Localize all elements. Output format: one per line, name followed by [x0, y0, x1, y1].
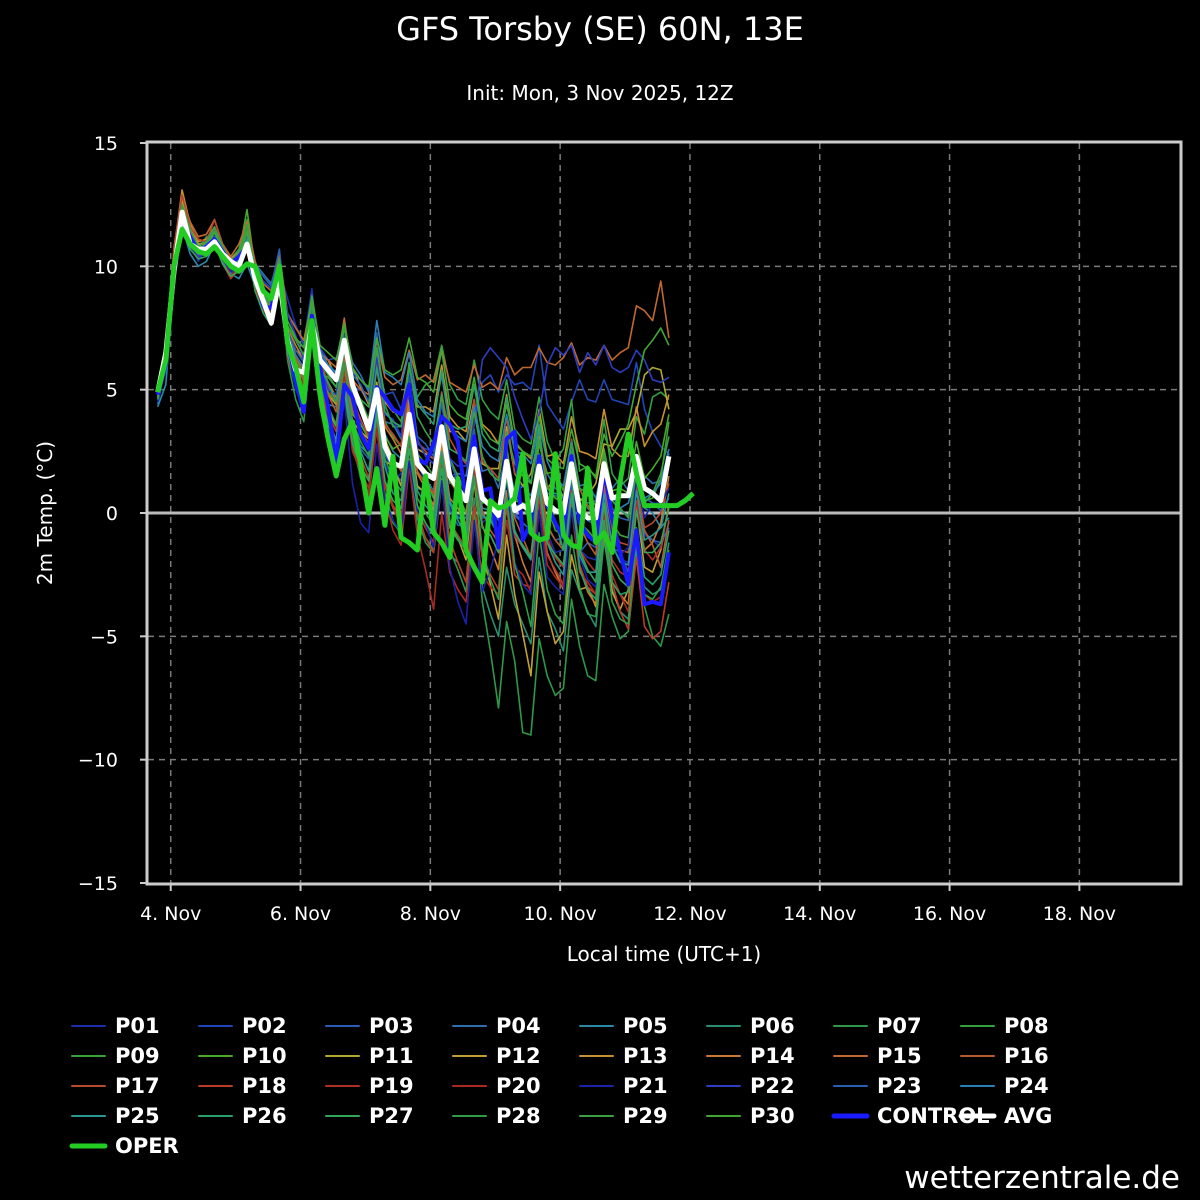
- grid-lines: [148, 143, 1180, 883]
- legend-label: P26: [242, 1104, 287, 1128]
- legend-label: P24: [1004, 1074, 1049, 1098]
- legend-label: P08: [1004, 1014, 1049, 1038]
- legend-item-p17: P17: [71, 1074, 160, 1098]
- watermark: wetterzentrale.de: [904, 1160, 1180, 1196]
- legend-label: P05: [623, 1014, 668, 1038]
- legend-item-p13: P13: [579, 1044, 668, 1068]
- legend-item-oper: OPER: [69, 1134, 179, 1158]
- y-tick-label: 10: [94, 256, 118, 278]
- legend-label: P10: [242, 1044, 287, 1068]
- x-tick-label: 16. Nov: [913, 903, 986, 925]
- legend-item-p21: P21: [579, 1074, 668, 1098]
- x-tick-label: 8. Nov: [400, 903, 461, 925]
- legend-item-p11: P11: [325, 1044, 414, 1068]
- legend-item-p14: P14: [706, 1044, 795, 1068]
- x-tick-label: 10. Nov: [523, 903, 596, 925]
- series-line-oper: [155, 226, 695, 585]
- chart-title: GFS Torsby (SE) 60N, 13E: [396, 10, 804, 48]
- legend-label: P22: [750, 1074, 795, 1098]
- legend-item-p28: P28: [452, 1104, 541, 1128]
- series-line-p30: [156, 208, 670, 477]
- legend-item-p10: P10: [198, 1044, 287, 1068]
- x-tick-label: 4. Nov: [140, 903, 201, 925]
- legend-label: OPER: [115, 1134, 179, 1158]
- y-tick-label: 15: [94, 133, 118, 155]
- y-tick-label: −15: [78, 873, 118, 895]
- legend-item-p05: P05: [579, 1014, 668, 1038]
- legend-label: AVG: [1004, 1104, 1052, 1128]
- series-line-p28: [156, 211, 670, 628]
- y-axis-label: 2m Temp. (°C): [33, 441, 57, 585]
- legend-item-p19: P19: [325, 1074, 414, 1098]
- legend-label: P29: [623, 1104, 668, 1128]
- legend-item-p15: P15: [833, 1044, 922, 1068]
- x-axis-ticks: 4. Nov 6. Nov 8. Nov 10. Nov 12. Nov 14. Nov 1…: [140, 883, 1116, 925]
- legend-label: P25: [115, 1104, 160, 1128]
- legend-item-p24: P24: [960, 1074, 1049, 1098]
- legend-item-p18: P18: [198, 1074, 287, 1098]
- legend-label: P09: [115, 1044, 160, 1068]
- x-tick-label: 18. Nov: [1043, 903, 1116, 925]
- legend-label: P06: [750, 1014, 795, 1038]
- legend-label: P04: [496, 1014, 541, 1038]
- legend-item-p16: P16: [960, 1044, 1049, 1068]
- legend-item-avg: AVG: [958, 1104, 1052, 1128]
- legend-item-p08: P08: [960, 1014, 1049, 1038]
- legend-item-p22: P22: [706, 1074, 795, 1098]
- x-tick-label: 14. Nov: [783, 903, 856, 925]
- legend-item-p29: P29: [579, 1104, 668, 1128]
- y-tick-label: −5: [90, 626, 118, 648]
- legend: P01 P02 P03 P04 P05 P06 P07 P08 P09 P10 P11 P12 P13 P…: [69, 1014, 1052, 1158]
- legend-label: P03: [369, 1014, 414, 1038]
- series-lines: [155, 189, 695, 736]
- legend-item-p09: P09: [71, 1044, 160, 1068]
- legend-item-p27: P27: [325, 1104, 414, 1128]
- x-tick-label: 12. Nov: [653, 903, 726, 925]
- legend-item-p01: P01: [71, 1014, 160, 1038]
- y-axis-ticks: 15 10 5 0 −5 −10 −15: [78, 133, 148, 895]
- chart-subtitle: Init: Mon, 3 Nov 2025, 12Z: [466, 81, 733, 105]
- legend-label: P28: [496, 1104, 541, 1128]
- legend-item-p07: P07: [833, 1014, 922, 1038]
- legend-label: P17: [115, 1074, 160, 1098]
- legend-label: P11: [369, 1044, 414, 1068]
- legend-label: P16: [1004, 1044, 1049, 1068]
- legend-label: P07: [877, 1014, 922, 1038]
- legend-label: P18: [242, 1074, 287, 1098]
- legend-label: P12: [496, 1044, 541, 1068]
- legend-label: P15: [877, 1044, 922, 1068]
- legend-label: P21: [623, 1074, 668, 1098]
- legend-item-p20: P20: [452, 1074, 541, 1098]
- legend-item-p04: P04: [452, 1014, 541, 1038]
- legend-label: P02: [242, 1014, 287, 1038]
- y-tick-label: −10: [78, 750, 118, 772]
- legend-item-p06: P06: [706, 1014, 795, 1038]
- legend-label: P14: [750, 1044, 795, 1068]
- legend-item-p23: P23: [833, 1074, 922, 1098]
- legend-label: P23: [877, 1074, 922, 1098]
- x-axis-label: Local time (UTC+1): [567, 942, 761, 966]
- x-tick-label: 6. Nov: [270, 903, 331, 925]
- legend-label: P30: [750, 1104, 795, 1128]
- y-tick-label: 0: [106, 503, 118, 525]
- legend-label: P13: [623, 1044, 668, 1068]
- legend-item-p12: P12: [452, 1044, 541, 1068]
- legend-label: P01: [115, 1014, 160, 1038]
- legend-label: P20: [496, 1074, 541, 1098]
- legend-label: P19: [369, 1074, 414, 1098]
- series-line-p15: [156, 196, 670, 396]
- legend-item-p30: P30: [706, 1104, 795, 1128]
- legend-item-p03: P03: [325, 1014, 414, 1038]
- legend-item-p26: P26: [198, 1104, 287, 1128]
- legend-item-p25: P25: [71, 1104, 160, 1128]
- legend-label: P27: [369, 1104, 414, 1128]
- legend-item-p02: P02: [198, 1014, 287, 1038]
- y-tick-label: 5: [106, 380, 118, 402]
